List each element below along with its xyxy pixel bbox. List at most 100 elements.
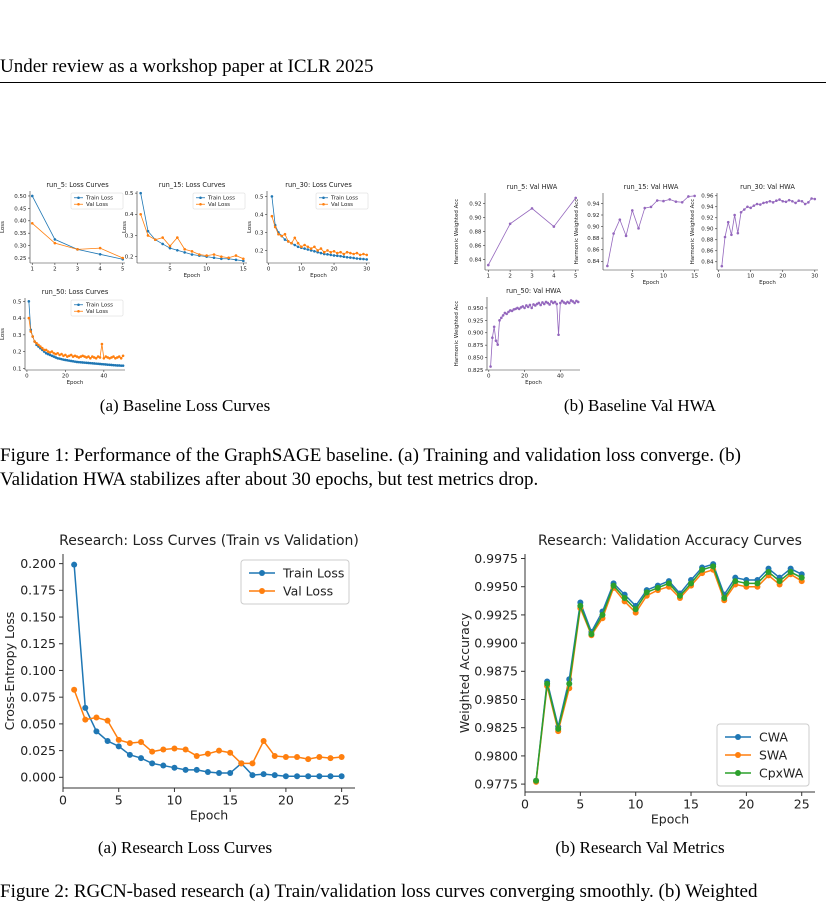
x-tick-label: 1 — [487, 274, 491, 280]
y-axis-label: Cross-Entropy Loss — [2, 612, 17, 731]
data-point — [117, 364, 121, 367]
data-point — [249, 760, 256, 767]
y-axis-label: Harmonic Weighted Acc — [690, 199, 696, 265]
data-point — [571, 300, 575, 303]
data-point — [566, 680, 573, 687]
series-line — [28, 318, 124, 360]
data-point — [739, 210, 743, 214]
data-point — [699, 566, 706, 573]
legend-label: SWA — [759, 748, 788, 763]
data-point — [31, 335, 34, 338]
data-point — [35, 341, 38, 345]
data-point — [119, 356, 123, 360]
data-point — [736, 231, 740, 235]
data-point — [67, 359, 71, 362]
data-point — [66, 358, 69, 362]
y-axis-label: Harmonic Weighted Acc — [454, 301, 460, 367]
data-point — [525, 304, 528, 307]
data-point — [791, 199, 794, 203]
y-tick-label: 0.4 — [255, 212, 264, 218]
legend-swatch-marker — [735, 734, 741, 740]
subcaption-1a: (a) Baseline Loss Curves — [99, 396, 271, 415]
data-point — [242, 259, 245, 263]
data-point — [160, 762, 167, 769]
data-point — [784, 200, 788, 204]
data-point — [149, 748, 156, 755]
data-point — [723, 235, 727, 239]
data-point — [71, 561, 78, 568]
y-tick-label: 0.4 — [13, 316, 22, 322]
x-axis-label: Epoch — [651, 812, 689, 827]
data-point — [306, 248, 310, 251]
data-point — [139, 191, 142, 195]
data-point — [280, 234, 284, 238]
y-tick-label: 0.9825 — [474, 720, 518, 735]
data-point — [293, 236, 297, 240]
y-tick-label: 0.850 — [468, 356, 484, 362]
data-point — [332, 250, 336, 253]
x-tick-label: 5 — [576, 797, 584, 812]
data-point — [41, 346, 44, 350]
data-point — [204, 750, 211, 757]
y-tick-label: 0.35 — [14, 231, 27, 237]
data-point — [121, 256, 125, 260]
data-point — [621, 594, 628, 601]
data-point — [674, 200, 678, 203]
data-point — [108, 363, 111, 367]
data-point — [227, 770, 234, 777]
data-point — [168, 246, 172, 250]
y-tick-label: 0.1 — [13, 366, 22, 372]
data-point — [498, 319, 501, 322]
data-point — [550, 300, 553, 303]
data-point — [171, 764, 178, 771]
subcaption-2b: (b) Research Val Metrics — [555, 838, 725, 857]
data-point — [98, 253, 102, 256]
legend-swatch-marker — [77, 303, 80, 307]
data-point — [283, 238, 287, 241]
legend-box — [70, 299, 124, 317]
data-point — [309, 247, 313, 250]
data-point — [643, 206, 647, 210]
data-point — [533, 777, 540, 784]
data-point — [557, 333, 560, 337]
data-point — [338, 754, 345, 761]
data-point — [112, 363, 115, 367]
y-axis-label: Weighted Accuracy — [457, 612, 472, 733]
series-line — [721, 198, 815, 267]
data-point — [293, 243, 297, 247]
y-tick-label: 0.9950 — [474, 579, 518, 594]
legend-swatch-marker — [259, 588, 265, 594]
data-point — [319, 247, 323, 250]
y-tick-label: 0.200 — [20, 556, 56, 571]
chart-title: run_5: Val HWA — [507, 183, 558, 191]
x-tick-label: 3 — [530, 274, 534, 280]
y-tick-label: 0.84 — [469, 257, 482, 263]
legend-swatch-marker — [199, 196, 202, 200]
data-point — [491, 336, 494, 340]
x-axis-label: Epoch — [643, 280, 660, 286]
data-point — [260, 771, 267, 778]
legend-label: Val Loss — [208, 202, 230, 208]
y-tick-label: 0.50 — [14, 194, 27, 200]
x-tick-label: 5 — [115, 793, 123, 808]
data-point — [526, 305, 530, 309]
x-tick-label: 1 — [31, 267, 35, 273]
data-point — [273, 225, 277, 229]
data-point — [81, 361, 84, 364]
data-point — [94, 356, 98, 360]
legend-box — [315, 192, 369, 210]
y-tick-label: 0.825 — [468, 368, 484, 374]
y-tick-label: 0.84 — [587, 259, 600, 265]
chart-run30-hwa: run_30: Val HWA 0 10 20 30 0.84 0.86 0.88 0.90 0.… — [690, 183, 819, 286]
data-point — [29, 330, 33, 333]
y-tick-label: 0.94 — [587, 201, 600, 207]
y-tick-label: 0.92 — [587, 213, 599, 219]
data-point — [610, 582, 617, 589]
data-point — [730, 233, 733, 237]
x-tick-label: 4 — [552, 274, 556, 280]
data-point — [624, 234, 628, 238]
data-point — [30, 221, 34, 225]
data-point — [89, 361, 92, 365]
data-point — [116, 364, 119, 367]
legend-label: Train Loss — [85, 196, 113, 202]
